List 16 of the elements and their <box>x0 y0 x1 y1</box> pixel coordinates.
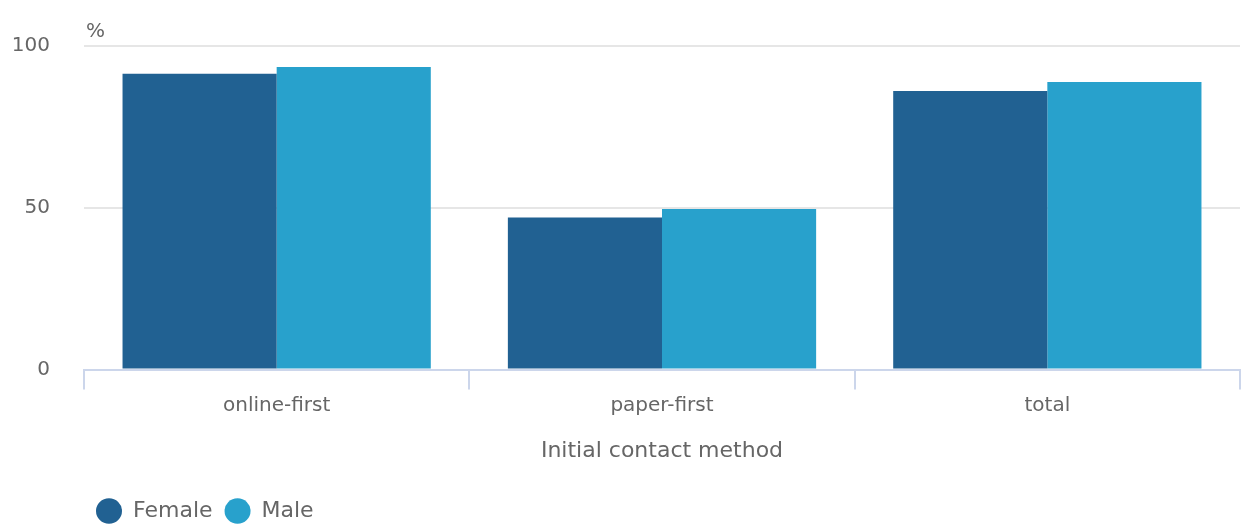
bar <box>507 217 662 369</box>
x-axis-title: Initial contact method <box>540 436 784 462</box>
legend-label: Female <box>133 496 213 522</box>
bar <box>1047 81 1202 369</box>
y-tick-label: 100 <box>11 32 50 57</box>
bar <box>893 90 1048 369</box>
y-tick-label: 0 <box>37 355 50 380</box>
x-tick-label: online-first <box>223 391 331 416</box>
bar <box>276 67 431 369</box>
x-tick-label: paper-first <box>610 391 714 416</box>
legend-label: Male <box>261 496 314 522</box>
bar <box>662 209 817 369</box>
y-tick-label: 50 <box>24 194 50 218</box>
x-tick-label: total <box>1024 391 1071 416</box>
bar <box>122 73 277 369</box>
y-axis-title: % <box>86 18 106 43</box>
